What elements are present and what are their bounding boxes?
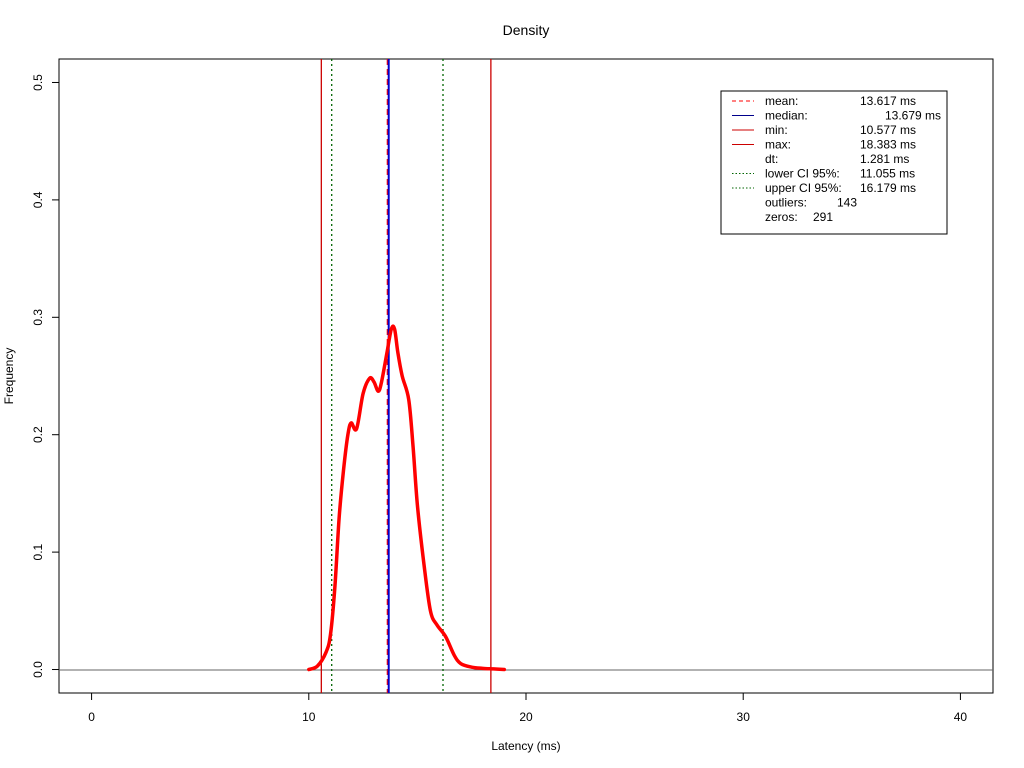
legend-label: dt: [765,152,778,166]
legend-value: 13.679 ms [885,109,941,123]
density-curve [307,324,507,672]
legend-box [720,90,948,235]
y-axis: 0.0 0.1 0.2 0.3 0.4 0.5 [31,74,59,678]
y-tick-label: 0.4 [31,191,45,208]
y-tick-label: 0.0 [31,661,45,678]
x-tick-label: 30 [737,710,751,724]
x-tick-label: 20 [519,710,533,724]
legend-label: mean: [765,94,798,108]
y-tick-label: 0.1 [31,543,45,560]
legend-value: 143 [837,196,857,210]
legend-value: 13.617 ms [860,94,916,108]
legend-label: min: [765,123,788,137]
x-tick-label: 40 [954,710,968,724]
legend-label: upper CI 95%: [765,181,842,195]
legend-label: zeros: [765,210,798,224]
x-axis-title: Latency (ms) [491,739,560,753]
legend-value: 11.055 ms [860,167,915,181]
x-tick-label: 10 [302,710,316,724]
y-axis-title: Frequency [2,348,16,405]
y-tick-label: 0.2 [31,426,45,443]
legend-value: 291 [813,210,833,224]
legend-value: 16.179 ms [860,181,916,195]
legend-value: 18.383 ms [860,138,916,152]
legend-value: 1.281 ms [860,152,909,166]
series-layer [307,324,507,672]
legend-items: mean: 13.617 ms median: 13.679 ms min: 10.577… [732,94,941,224]
legend-label: outliers: [765,196,807,210]
legend: mean: 13.617 ms median: 13.679 ms min: 10.577… [720,90,948,235]
x-axis: 0 10 20 30 40 [88,693,967,724]
y-tick-label: 0.5 [31,74,45,91]
legend-label: lower CI 95%: [765,167,840,181]
x-tick-label: 0 [88,710,95,724]
legend-value: 10.577 ms [860,123,916,137]
legend-label: median: [765,109,808,123]
legend-label: max: [765,138,791,152]
y-tick-label: 0.3 [31,309,45,326]
chart-title: Density [503,22,550,38]
reference-lines [320,59,492,693]
